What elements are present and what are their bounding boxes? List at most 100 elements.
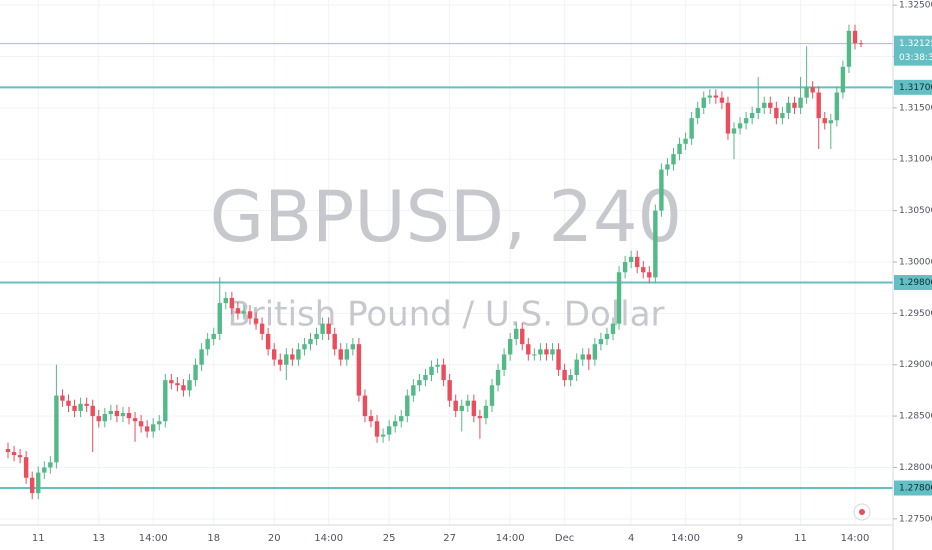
candle-body xyxy=(84,403,89,406)
price-badge-label: 1.27800 xyxy=(899,484,932,494)
candle-body xyxy=(151,424,156,432)
candle-body xyxy=(211,333,216,340)
price-badge-label: 1.31700 xyxy=(899,83,932,93)
y-tick-label: 1.29000 xyxy=(899,360,932,370)
candle-body xyxy=(568,375,573,381)
x-tick-label: 14:00 xyxy=(841,533,870,544)
current-price-badge xyxy=(894,35,932,66)
y-tick-label: 1.28500 xyxy=(899,412,932,422)
candle-body xyxy=(314,333,319,340)
candle-body xyxy=(677,143,682,155)
plot xyxy=(0,24,893,500)
candle-body xyxy=(441,364,446,381)
candle-body xyxy=(520,328,525,345)
y-tick-label: 1.32500 xyxy=(899,1,932,11)
candle-body xyxy=(253,318,259,324)
candle-body xyxy=(54,395,59,463)
x-tick-label: 14:00 xyxy=(671,533,700,544)
candle-body xyxy=(320,323,325,334)
candle-body xyxy=(17,455,23,458)
candle-body xyxy=(768,102,773,108)
candle-body xyxy=(641,267,646,273)
candle-body xyxy=(247,311,253,319)
candle-body xyxy=(659,169,664,211)
candle-body xyxy=(477,416,483,419)
candle-body xyxy=(72,405,77,411)
candle-body xyxy=(756,107,761,114)
candle-body xyxy=(495,369,501,386)
candle-body xyxy=(169,380,174,384)
candle-body xyxy=(23,457,29,478)
candle-body xyxy=(501,354,507,370)
candle-body xyxy=(265,333,271,350)
y-tick-label: 1.30500 xyxy=(899,206,932,216)
x-tick-label: 11 xyxy=(794,533,807,544)
x-tick-label: 20 xyxy=(268,533,281,544)
candle-body xyxy=(816,92,821,119)
candle-body xyxy=(483,405,489,419)
candle-body xyxy=(108,410,114,415)
price-badge-label: 1.29800 xyxy=(899,278,932,288)
candle-body xyxy=(138,421,144,427)
countdown-label: 03:38:35 xyxy=(899,53,932,63)
candle-body xyxy=(11,452,17,456)
candle-body xyxy=(689,118,694,139)
x-tick-label: 25 xyxy=(383,533,396,544)
candle-body xyxy=(296,349,301,360)
candle-body xyxy=(380,434,386,437)
candle-body xyxy=(344,349,349,360)
candle-body xyxy=(798,97,803,108)
candle-body xyxy=(205,339,210,350)
candle-body xyxy=(96,416,101,422)
candle-body xyxy=(695,107,700,119)
candle-body xyxy=(66,400,71,406)
candle-body xyxy=(48,462,53,468)
candle-body xyxy=(749,113,755,119)
candle-body xyxy=(447,380,452,401)
y-tick-label: 1.31000 xyxy=(899,155,932,165)
candle-body xyxy=(852,30,858,44)
x-tick-label: 14:00 xyxy=(139,533,168,544)
candle-body xyxy=(713,95,719,98)
candle-body xyxy=(157,421,162,425)
candle-body xyxy=(362,395,368,417)
candle-body xyxy=(181,385,186,391)
candle-body xyxy=(429,366,434,375)
candle-body xyxy=(810,87,815,93)
candle-body xyxy=(610,323,616,334)
x-tick-label: 14:00 xyxy=(314,533,343,544)
candle-body xyxy=(616,272,622,324)
candle-body xyxy=(834,92,840,121)
y-tick-label: 1.30000 xyxy=(899,257,932,267)
candle-body xyxy=(635,256,640,268)
candle-body xyxy=(36,472,41,494)
candle-body xyxy=(175,383,180,386)
candle-body xyxy=(332,333,337,350)
candle-body xyxy=(386,426,392,435)
candle-body xyxy=(804,87,809,98)
candle-body xyxy=(90,405,95,417)
candle-body xyxy=(780,113,785,119)
x-tick-label: 13 xyxy=(92,533,105,544)
candle-body xyxy=(278,359,283,365)
candle-body xyxy=(308,339,313,345)
candle-body xyxy=(580,354,585,360)
candle-body xyxy=(671,154,676,165)
axes: 1.27500 1.28000 1.28500 1.29000 1.29500 1.300… xyxy=(32,1,932,544)
candle-body xyxy=(514,328,519,340)
candle-body xyxy=(507,339,513,355)
candle-body xyxy=(725,102,731,134)
candle-body xyxy=(338,349,343,360)
candle-body xyxy=(774,107,779,119)
candle-body xyxy=(5,448,11,453)
candle-body xyxy=(30,477,35,494)
candle-body xyxy=(350,344,356,350)
y-tick-label: 1.31500 xyxy=(899,103,932,113)
candle-body xyxy=(217,303,222,334)
candle-body xyxy=(60,395,65,401)
candle-body xyxy=(241,311,247,314)
candle-body xyxy=(405,395,410,417)
candle-body xyxy=(187,380,192,391)
candle-body xyxy=(417,380,422,386)
